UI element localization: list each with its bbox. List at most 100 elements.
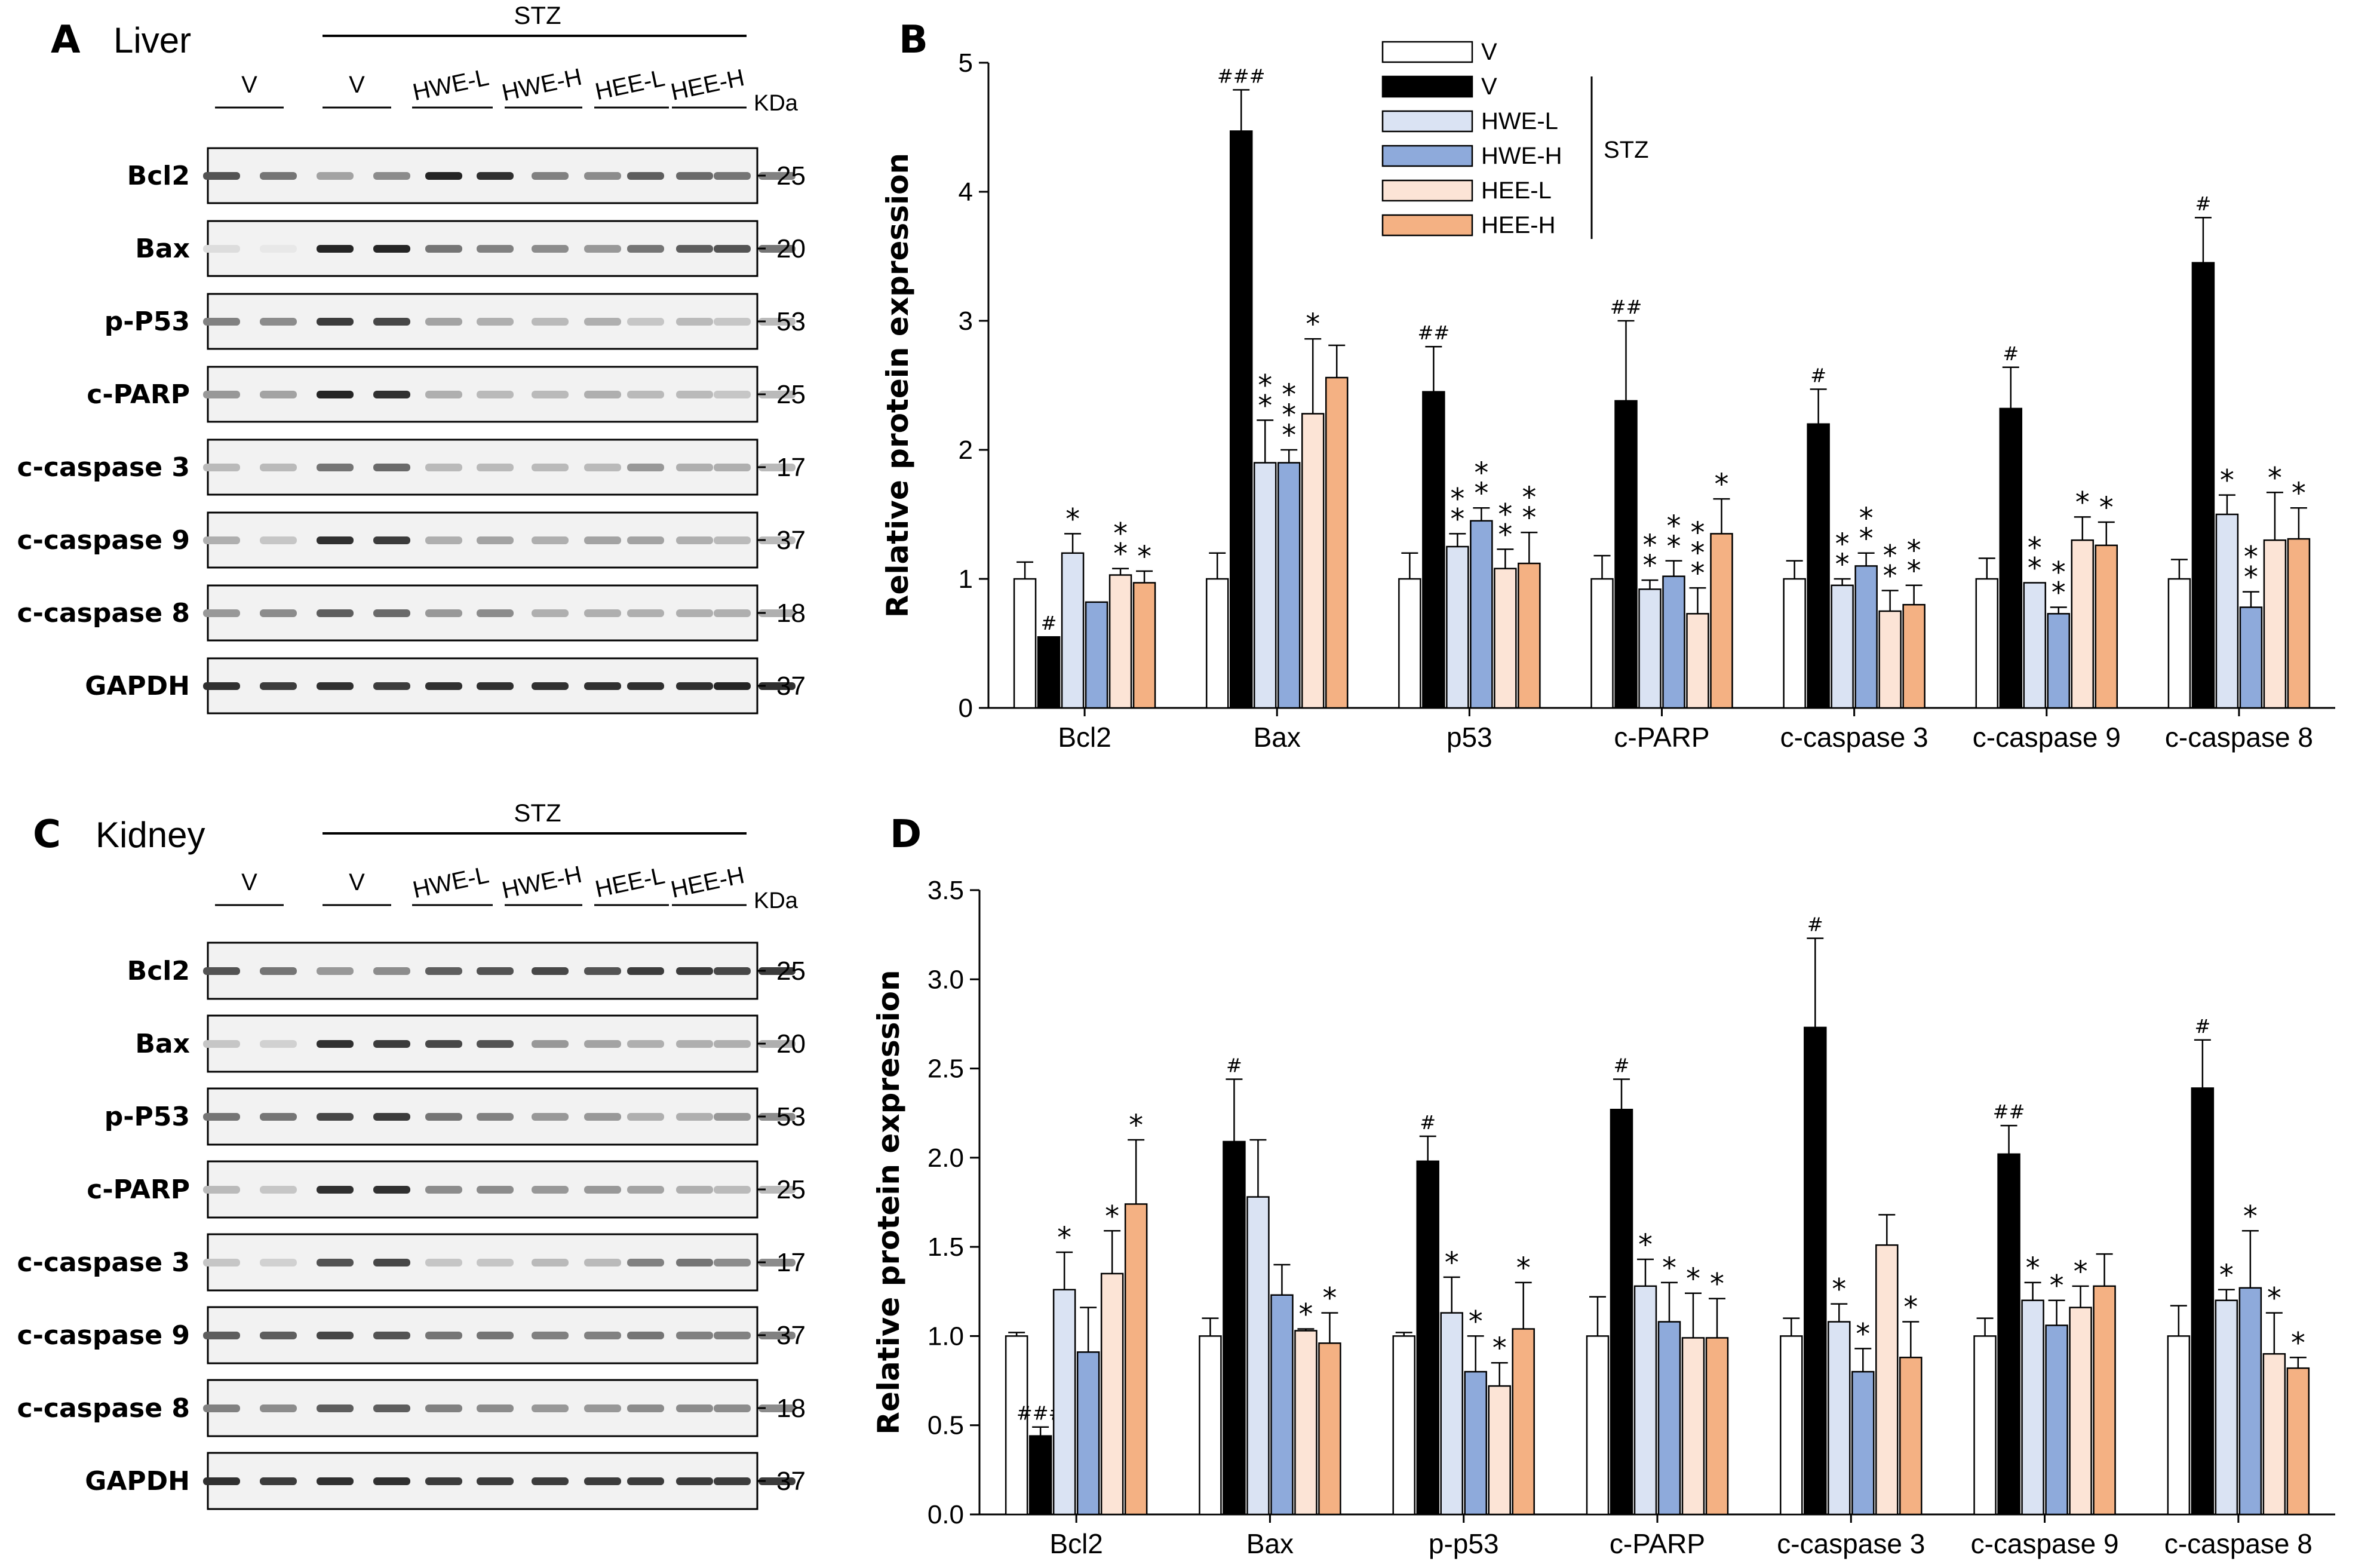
blot-protein-label: c-caspase 9 (17, 525, 190, 556)
blot-band (627, 1404, 664, 1412)
significance-asterisk: * (2074, 1255, 2088, 1289)
significance-asterisk: * (2052, 576, 2066, 610)
blot-band (477, 609, 514, 617)
significance-asterisk: * (2244, 561, 2258, 594)
significance-asterisk: * (1883, 559, 1897, 593)
significance-asterisk: * (1859, 502, 1874, 535)
y-tick-label: 1.0 (928, 1321, 964, 1351)
blot-band (203, 1113, 240, 1121)
lane-group-label: HWE-L (410, 861, 491, 903)
kda-value: 17 (776, 1248, 806, 1277)
significance-asterisk: * (1498, 518, 1512, 551)
bar (2215, 1299, 2238, 1516)
significance-asterisk: * (1522, 481, 1536, 514)
blot-band (317, 391, 354, 398)
blot-band (714, 1259, 751, 1266)
bar (1831, 584, 1854, 709)
blot-band (676, 245, 713, 253)
kda-value: 20 (776, 234, 806, 263)
blot-band (584, 1113, 621, 1121)
bar (2263, 539, 2287, 709)
blot-band (676, 464, 713, 471)
bar (2045, 1324, 2068, 1516)
bar (1804, 1026, 1827, 1516)
blot-band (203, 967, 240, 975)
blot-band (203, 318, 240, 326)
kda-value: 37 (776, 1467, 806, 1496)
blot-band (758, 682, 796, 690)
blot-band (627, 1186, 664, 1194)
blot-band (260, 1186, 297, 1194)
blot-band (260, 536, 297, 544)
significance-asterisk: * (2220, 464, 2234, 498)
blot-band (260, 172, 297, 180)
blot-band (758, 318, 796, 326)
significance-asterisk: * (1662, 1252, 1676, 1285)
significance-asterisk: * (1835, 528, 1850, 561)
blot-band (373, 1332, 410, 1339)
blot-band (425, 1040, 462, 1048)
significance-asterisk: * (1907, 554, 1921, 588)
blot-band (532, 609, 569, 617)
significance-asterisk: * (1903, 1291, 1918, 1324)
blot-band (373, 682, 410, 690)
bar (1590, 578, 1614, 709)
blot-band (532, 682, 569, 690)
blot-band (477, 1259, 514, 1266)
panel-a-tissue-label: Liver (113, 20, 191, 60)
significance-asterisk: * (1474, 477, 1488, 510)
lane-group-label: HWE-H (499, 861, 584, 904)
lane-group-label: V (349, 869, 365, 896)
blot-band (627, 172, 664, 180)
blot-band (477, 1332, 514, 1339)
significance-asterisk: * (2292, 477, 2306, 510)
blot-band (627, 967, 664, 975)
bar (1586, 1335, 1610, 1516)
blot-band (317, 464, 354, 471)
bar (2021, 1299, 2044, 1516)
bar (1229, 130, 1253, 709)
blot-band (477, 391, 514, 398)
bar (1902, 603, 1926, 709)
x-category-label: Bax (1254, 722, 1301, 753)
blot-band (373, 245, 410, 253)
bar (1878, 610, 1902, 709)
blot-band (425, 1186, 462, 1194)
significance-asterisk: * (2244, 541, 2258, 574)
blot-band (425, 1113, 462, 1121)
blot-band (714, 1332, 751, 1339)
blot-protein-label: c-caspase 9 (17, 1320, 190, 1351)
bar (1807, 423, 1830, 709)
legend-swatch (1381, 179, 1473, 202)
bar (1246, 1196, 1270, 1516)
legend-swatch (1381, 145, 1473, 167)
blot-band (260, 609, 297, 617)
bar (1028, 1435, 1052, 1516)
bar (1464, 1370, 1487, 1516)
significance-asterisk: * (1710, 1268, 1724, 1301)
significance-asterisk: * (1667, 510, 1681, 543)
significance-hash: # (2003, 342, 2019, 365)
significance-hash: ### (1217, 65, 1265, 87)
bar (1610, 1108, 1633, 1516)
bar (1013, 578, 1037, 709)
significance-asterisk: * (1322, 1282, 1337, 1315)
panel-letter-a: A (51, 18, 81, 62)
kda-value: 53 (776, 307, 806, 336)
x-category-label: p53 (1447, 722, 1493, 753)
blot-band (584, 682, 621, 690)
lane-group-label: HEE-L (593, 863, 667, 903)
bar (1446, 545, 1469, 709)
bar (1318, 1342, 1341, 1516)
blot-band (532, 1404, 569, 1412)
blot-band (627, 536, 664, 544)
bar (1828, 1321, 1851, 1516)
blot-protein-label: c-caspase 3 (17, 1247, 190, 1278)
bar (1205, 578, 1229, 709)
blot-band (676, 1404, 713, 1412)
significance-asterisk: * (2050, 1269, 2064, 1303)
significance-asterisk: * (1298, 1298, 1313, 1331)
bar (1076, 1351, 1100, 1516)
significance-hash: # (2195, 192, 2212, 215)
blot-band (373, 536, 410, 544)
